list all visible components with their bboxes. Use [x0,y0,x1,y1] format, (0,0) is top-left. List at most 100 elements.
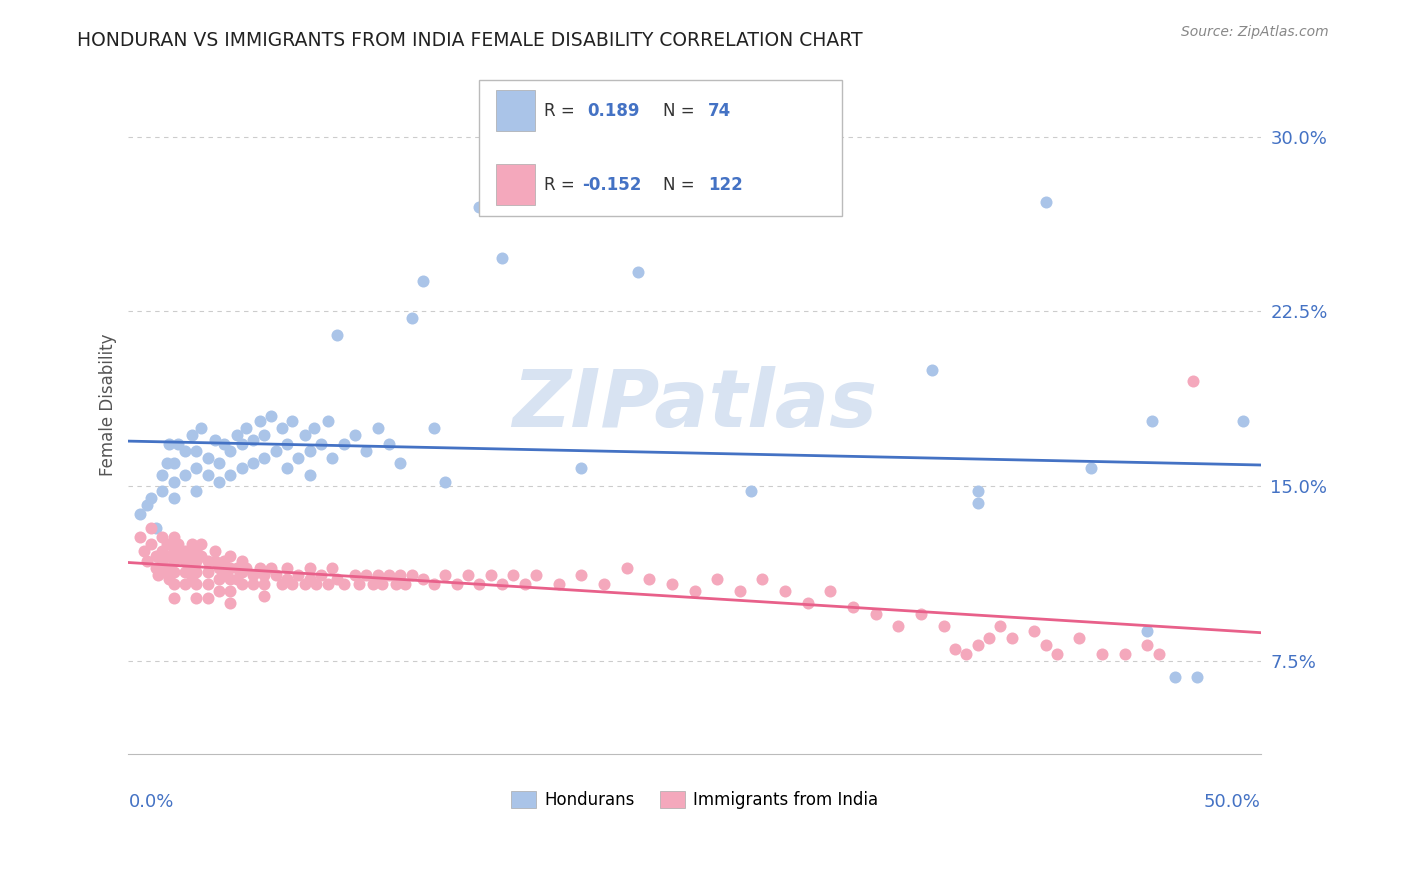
Point [302,421,325,435]
Point [204,433,226,447]
Point [638,573,661,587]
Point [423,421,446,435]
Point [298,561,321,575]
Point [276,573,298,587]
Point [309,437,332,451]
Point [1114,647,1136,661]
Text: -0.152: -0.152 [582,176,643,194]
Point [271,421,294,435]
Point [212,437,235,451]
Point [128,507,150,521]
Point [932,619,955,633]
Point [186,460,208,475]
Point [152,554,174,568]
Text: N =: N = [662,176,700,194]
Point [276,460,298,475]
Text: Source: ZipAtlas.com: Source: ZipAtlas.com [1181,25,1329,39]
Point [260,561,283,575]
Point [145,521,167,535]
Point [820,584,842,599]
Point [174,554,197,568]
Text: 74: 74 [709,102,731,120]
Point [152,544,174,558]
Point [260,409,283,424]
Point [865,607,887,622]
Point [389,456,412,470]
Point [163,591,186,605]
Point [280,577,302,591]
Point [593,577,616,591]
Text: N =: N = [662,102,700,120]
Point [276,561,298,575]
Point [287,567,309,582]
Point [966,483,988,498]
Point [569,460,592,475]
Point [219,444,242,458]
Text: ZIPatlas: ZIPatlas [512,366,877,443]
Point [226,573,249,587]
Point [145,561,167,575]
Point [773,584,796,599]
Point [1091,647,1114,661]
Point [174,544,197,558]
Point [294,428,316,442]
Point [163,475,186,489]
Point [751,573,773,587]
Point [547,577,569,591]
Point [146,567,169,582]
Point [446,577,468,591]
Point [298,467,321,482]
Point [343,428,366,442]
Point [332,577,354,591]
Point [401,311,423,326]
Point [524,567,547,582]
Point [157,437,180,451]
Point [180,549,202,563]
Point [305,577,328,591]
Point [180,537,202,551]
Point [219,584,242,599]
Point [569,567,592,582]
Point [208,573,231,587]
Point [204,544,226,558]
Point [910,607,932,622]
Point [434,475,457,489]
Point [287,451,309,466]
Point [197,467,219,482]
Point [157,549,180,563]
Point [966,638,988,652]
Text: 0.189: 0.189 [586,102,640,120]
Point [219,561,242,575]
Point [163,491,186,505]
Point [190,537,212,551]
Point [367,567,389,582]
Point [253,567,276,582]
Point [253,428,276,442]
Point [163,554,186,568]
Point [197,591,219,605]
Point [434,567,457,582]
Point [163,531,186,545]
Point [627,265,650,279]
Point [1147,647,1170,661]
Point [197,577,219,591]
Point [354,567,377,582]
Point [988,619,1011,633]
Point [139,521,162,535]
Point [367,421,389,435]
Point [167,549,190,563]
Point [219,596,242,610]
Point [249,414,271,428]
Point [280,414,302,428]
Point [378,567,401,582]
Text: R =: R = [544,102,579,120]
Point [457,567,479,582]
Point [135,498,157,512]
Point [235,561,257,575]
Point [152,531,174,545]
Point [371,577,394,591]
Text: 122: 122 [709,176,742,194]
Point [128,531,150,545]
Point [264,444,287,458]
Point [955,647,977,661]
